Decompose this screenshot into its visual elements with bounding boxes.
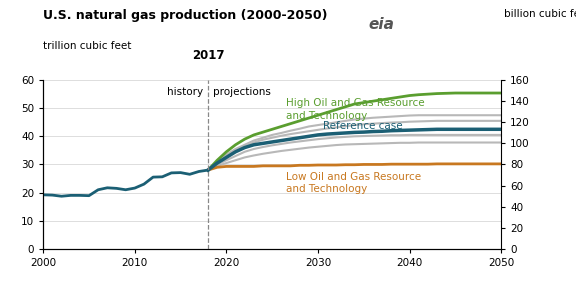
Text: 2017: 2017 [192,49,224,61]
Text: history: history [168,87,203,97]
Text: U.S. natural gas production (2000-2050): U.S. natural gas production (2000-2050) [43,9,328,21]
Text: High Oil and Gas Resource
and Technology: High Oil and Gas Resource and Technology [286,98,425,121]
Text: Low Oil and Gas Resource
and Technology: Low Oil and Gas Resource and Technology [286,172,421,194]
Text: billion cubic feet per day: billion cubic feet per day [504,9,576,19]
Text: trillion cubic feet: trillion cubic feet [43,41,131,51]
Text: projections: projections [213,87,271,97]
Text: Reference case: Reference case [323,121,402,131]
Text: eia: eia [369,17,395,32]
